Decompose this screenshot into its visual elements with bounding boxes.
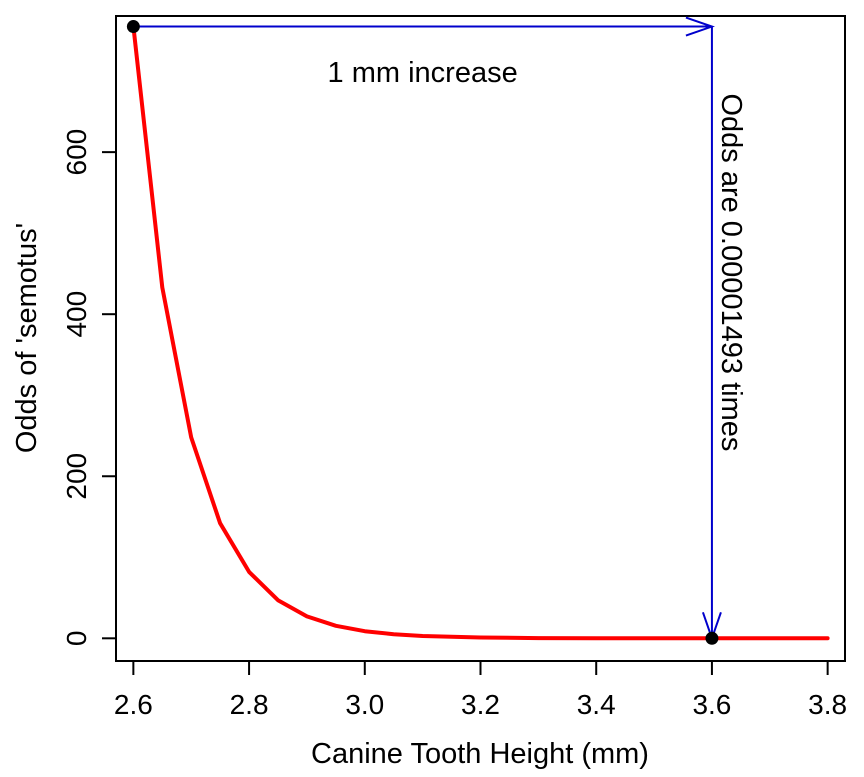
x-tick-label: 3.0 — [345, 689, 384, 720]
x-tick-label: 3.2 — [461, 689, 500, 720]
y-tick-label: 400 — [61, 291, 92, 338]
x-tick-label: 3.6 — [692, 689, 731, 720]
y-tick-label: 600 — [61, 129, 92, 176]
odds-curve — [131, 24, 830, 641]
vertical-arrow-label: Odds are 0.00001493 times — [715, 93, 747, 451]
x-tick-label: 2.8 — [230, 689, 269, 720]
y-axis: 0 200 400 600 — [61, 129, 117, 647]
x-tick-label: 2.6 — [114, 689, 153, 720]
annotation-layer: 1 mm increase Odds are 0.00001493 times — [133, 16, 747, 642]
horizontal-arrow-label: 1 mm increase — [328, 57, 518, 89]
x-tick-label: 3.4 — [577, 689, 616, 720]
series-layer — [131, 24, 830, 641]
y-tick-label: 200 — [61, 453, 92, 500]
x-axis: 2.6 2.8 3.0 3.2 3.4 3.6 3.8 — [114, 660, 847, 720]
y-tick-label: 0 — [61, 631, 92, 647]
y-axis-title: Odds of 'semotus' — [11, 223, 43, 453]
data-point — [705, 631, 719, 645]
x-tick-label: 3.8 — [808, 689, 847, 720]
x-axis-title: Canine Tooth Height (mm) — [311, 738, 649, 770]
points-layer — [126, 20, 719, 645]
data-point — [126, 20, 140, 34]
